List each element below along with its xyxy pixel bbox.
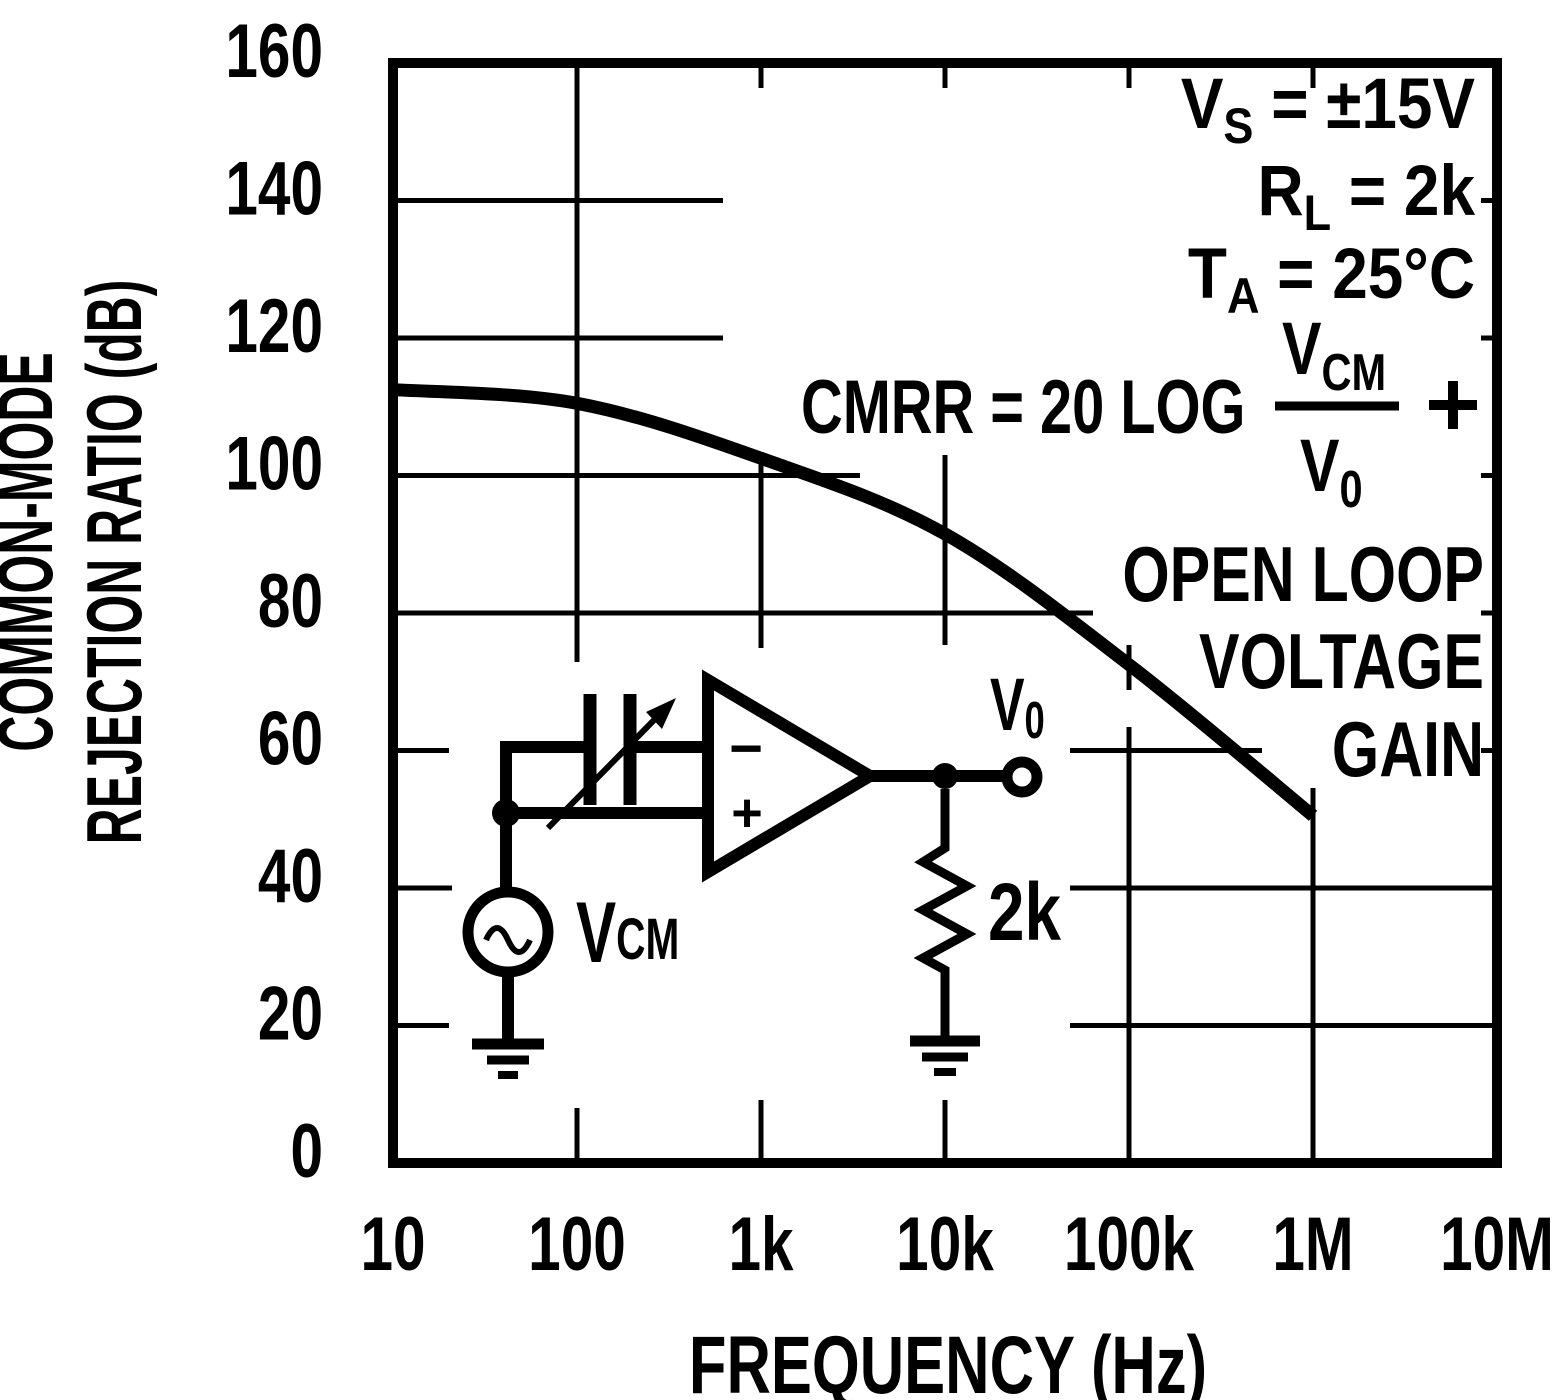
equation-denominator: V0 (1300, 425, 1363, 518)
vcm-label-sub: CM (616, 907, 679, 972)
x-tick-label: 100 (528, 1203, 626, 1287)
condition-vs-sub: S (1223, 99, 1253, 155)
y-tick-label: 140 (225, 147, 323, 231)
variable-arrow-shaft (545, 711, 663, 831)
variable-arrow-head-icon (646, 698, 676, 729)
sine-wave-icon (483, 925, 533, 955)
y-tick-label: 80 (258, 560, 323, 644)
opamp-triangle (702, 669, 882, 883)
y-tick-label: 60 (258, 697, 323, 781)
y-tick-label: 0 (290, 1110, 323, 1194)
vo-output-label: V0 (990, 663, 1045, 750)
right-frame-ticks (1481, 198, 1493, 753)
equation-numerator-base: V (1282, 308, 1322, 391)
vo-label-base: V (990, 663, 1025, 746)
equation-rhs-line1: OPEN LOOP (1122, 531, 1484, 618)
x-tick-label: 1k (728, 1203, 793, 1287)
condition-ta: TA = 25°C (1188, 235, 1475, 325)
condition-rl-rest: = 2k (1331, 152, 1475, 231)
input-node-dot (492, 799, 520, 827)
equation-denominator-base: V (1300, 425, 1340, 508)
cmrr-curve-group (392, 383, 1318, 821)
equation-lhs: CMRR = 20 LOG (801, 365, 1245, 449)
vcm-label-base: V (576, 884, 616, 980)
input-wires (500, 741, 708, 893)
circuit-inset: − + VCM V0 2k (462, 663, 1062, 1079)
y-axis-tick-labels: 0 20 40 60 80 100 120 140 160 (225, 10, 323, 1194)
condition-vs-rest: = ±15V (1253, 65, 1475, 144)
y-tick-label: 20 (258, 972, 323, 1056)
equation-numerator-sub: CM (1321, 343, 1386, 402)
y-tick-label: 120 (225, 285, 323, 369)
vcm-source-icon (462, 886, 554, 978)
output-node-dot (932, 763, 958, 789)
vo-label-sub: 0 (1025, 690, 1045, 749)
condition-vs: VS = ±15V (1181, 65, 1475, 155)
cmrr-curve (392, 383, 1318, 821)
x-axis-title: FREQUENCY (Hz) (689, 1319, 1207, 1400)
x-tick-label: 100k (1064, 1203, 1194, 1287)
x-axis-tick-labels: 10 100 1k 10k 100k 1M 10M (360, 1203, 1553, 1287)
x-tick-label: 1M (1272, 1203, 1353, 1287)
condition-ta-sub: A (1227, 269, 1259, 325)
load-resistor-label: 2k (988, 866, 1062, 958)
plot-frame (388, 58, 1502, 1168)
condition-ta-rest: = 25°C (1259, 235, 1475, 314)
condition-rl: RL = 2k (1257, 152, 1475, 242)
equation-numerator: VCM (1282, 308, 1386, 401)
opamp-plus-input: + (731, 783, 763, 843)
plus-sign-icon (1429, 381, 1477, 429)
x-tick-label: 10 (360, 1203, 425, 1287)
equation-rhs-line3: GAIN (1332, 706, 1484, 793)
ground-symbol-load (910, 1035, 980, 1076)
condition-ta-base: T (1188, 235, 1227, 314)
equation-rhs-line2: VOLTAGE (1199, 618, 1484, 705)
condition-rl-sub: L (1304, 186, 1331, 242)
y-tick-label: 40 (258, 835, 323, 919)
opamp-minus-input: − (729, 716, 763, 781)
output-terminal-icon (1001, 756, 1043, 798)
y-axis-title-line2: REJECTION RATIO (dB) (71, 280, 158, 845)
y-axis-title-line1: COMMON-MODE (0, 352, 69, 751)
x-tick-label: 10k (896, 1203, 994, 1287)
condition-vs-base: V (1181, 65, 1224, 144)
load-resistor (913, 789, 977, 1038)
x-tick-label: 10M (1440, 1203, 1554, 1287)
y-tick-label: 100 (225, 422, 323, 506)
y-tick-label: 160 (225, 10, 323, 94)
ground-symbol-source (472, 1038, 544, 1079)
vcm-source-label: VCM (576, 884, 679, 980)
equation-denominator-sub: 0 (1339, 460, 1362, 519)
condition-rl-base: R (1257, 152, 1303, 231)
